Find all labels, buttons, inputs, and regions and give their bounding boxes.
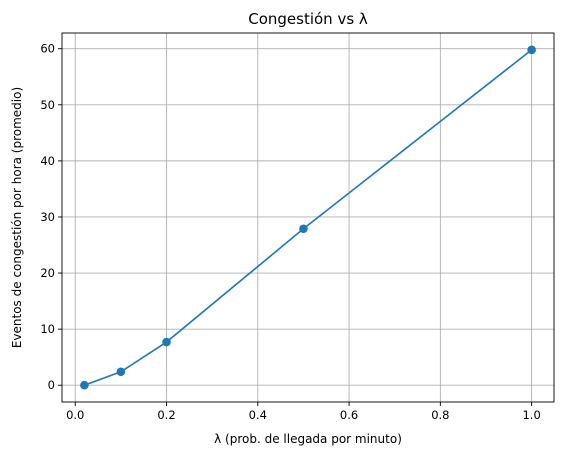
series-layer <box>80 45 536 390</box>
x-axis-label: λ (prob. de llegada por minuto) <box>214 432 402 446</box>
y-tick-label: 30 <box>40 210 55 224</box>
x-tick-label: 1.0 <box>522 408 540 422</box>
data-point <box>299 224 308 234</box>
y-tick-label: 50 <box>40 98 55 112</box>
y-tick-label: 10 <box>40 322 55 336</box>
data-point <box>527 45 536 55</box>
chart-title: Congestión vs λ <box>248 10 368 28</box>
y-tick-label: 40 <box>40 154 55 168</box>
data-point <box>162 337 171 347</box>
y-tick-label: 60 <box>40 42 55 56</box>
x-tick-label: 0.8 <box>431 408 449 422</box>
data-point <box>116 367 126 377</box>
plot-frame <box>61 32 555 403</box>
x-tick-label: 0.6 <box>340 408 358 422</box>
y-tick-label: 0 <box>48 378 55 392</box>
ticks-layer: 0.0 0.2 0.4 0.6 0.8 1.0 0 10 20 30 40 50 60 <box>40 42 540 422</box>
y-tick-label: 20 <box>40 266 55 280</box>
grid-layer <box>62 33 554 402</box>
x-tick-label: 0.0 <box>66 408 84 422</box>
y-axis-label: Eventos de congestión por hora (promedio… <box>10 87 24 348</box>
x-tick-label: 0.4 <box>249 408 267 422</box>
data-point <box>80 380 89 390</box>
x-tick-label: 0.2 <box>157 408 175 422</box>
